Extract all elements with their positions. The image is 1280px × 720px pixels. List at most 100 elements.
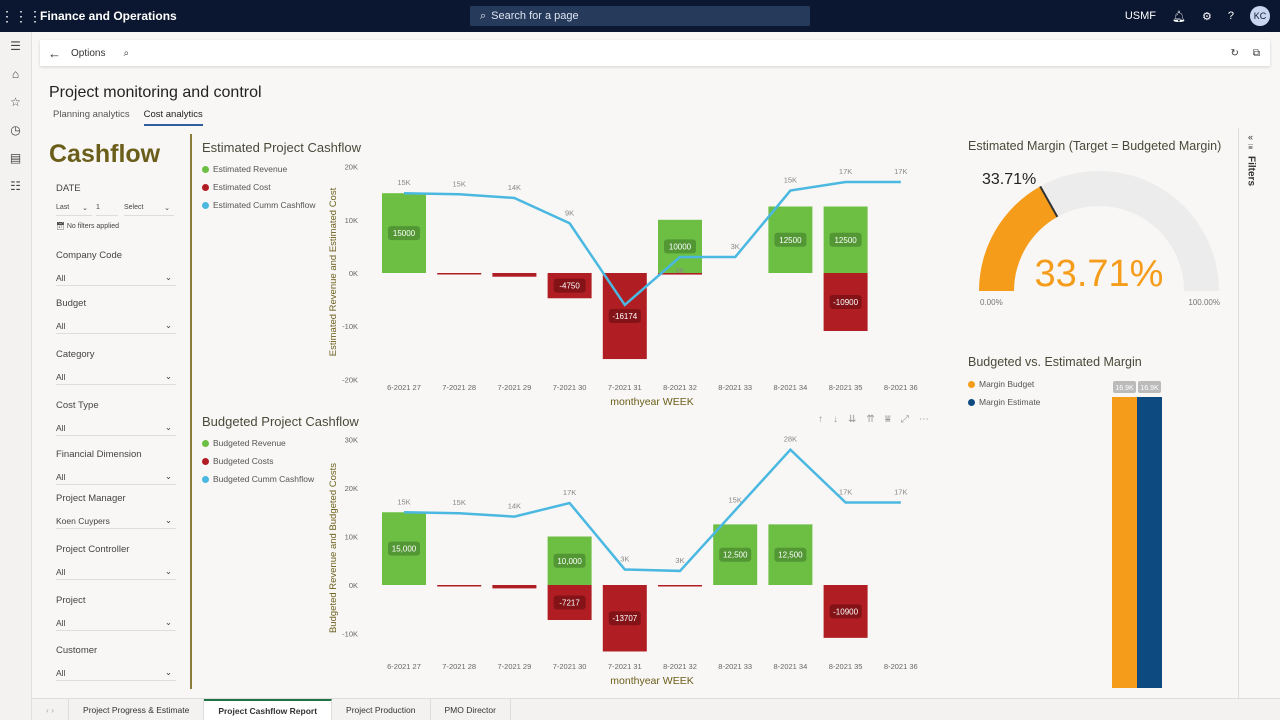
legend-item[interactable]: Margin Estimate — [968, 393, 1040, 411]
x-tick-label: 6-2021 27 — [387, 662, 421, 671]
bar — [823, 206, 868, 273]
report-heading: Cashflow — [49, 140, 161, 168]
filter-dropdown[interactable]: All ⌄ — [56, 615, 176, 631]
margin-chart-title: Budgeted vs. Estimated Margin — [968, 355, 1142, 369]
gauge-value: 33.71% — [1035, 253, 1164, 295]
bar — [823, 273, 868, 331]
filter-label: Category — [56, 349, 95, 360]
settings-icon[interactable]: ⚙ — [1202, 10, 1212, 23]
chart-title: Estimated Project Cashflow — [202, 140, 361, 155]
margin-bar — [1112, 397, 1137, 688]
tab-cost-analytics[interactable]: Cost analytics — [143, 109, 203, 126]
drill-up-icon[interactable]: ↑ — [818, 414, 823, 425]
date-mode-dropdown[interactable]: Last ⌄ — [56, 200, 92, 216]
page-title: Project monitoring and control — [49, 84, 262, 101]
menu-icon[interactable]: ☰ — [10, 39, 21, 53]
filter-dropdown[interactable]: All ⌄ — [56, 665, 176, 681]
gauge-max-label: 100.00% — [1188, 298, 1220, 307]
app-launcher-icon[interactable]: ⋮⋮⋮ — [0, 7, 42, 24]
search-icon[interactable]: ⌕ — [123, 47, 130, 59]
line-data-label: 3K — [620, 554, 629, 563]
y-tick-label: 10K — [345, 216, 358, 225]
clock-icon[interactable]: ◷ — [10, 123, 21, 137]
data-label: 15,000 — [392, 545, 417, 554]
filter-label: Project Manager — [56, 493, 126, 504]
bar — [382, 193, 426, 273]
filter-dropdown[interactable]: Koen Cuypers ⌄ — [56, 513, 176, 529]
company-selector[interactable]: USMF — [1124, 10, 1157, 22]
page-tab[interactable]: Project Cashflow Report — [204, 699, 333, 720]
star-icon[interactable]: ☆ — [10, 95, 21, 109]
date-unit-dropdown[interactable]: Select ⌄ — [124, 200, 174, 216]
open-new-window-icon[interactable]: ⧉ — [1252, 47, 1260, 59]
legend-item[interactable]: Budgeted Revenue — [202, 434, 314, 452]
back-icon[interactable]: ← — [48, 45, 61, 61]
data-label-bg — [1113, 381, 1136, 393]
legend-item[interactable]: Margin Budget — [968, 375, 1040, 393]
x-tick-label: 7-2021 31 — [608, 662, 642, 671]
focus-mode-icon[interactable]: ⤢ — [900, 414, 909, 425]
page-tab[interactable]: Project Progress & Estimate — [69, 699, 205, 720]
filter-dropdown[interactable]: All ⌄ — [56, 469, 176, 485]
page-tab[interactable]: Project Production — [332, 699, 431, 720]
help-icon[interactable]: ? — [1227, 10, 1234, 22]
tab-scroll-left[interactable]: ‹ › — [32, 699, 70, 720]
y-tick-label: 10K — [345, 533, 358, 542]
x-tick-label: 7-2021 30 — [553, 662, 587, 671]
filter-dropdown[interactable]: All ⌄ — [56, 318, 176, 334]
data-label-bg — [829, 604, 862, 619]
legend-item[interactable]: Estimated Revenue — [202, 160, 316, 178]
filter-dropdown[interactable]: All ⌄ — [56, 369, 176, 385]
chevron-down-icon: ⌄ — [164, 320, 172, 330]
tab-planning-analytics[interactable]: Planning analytics — [53, 109, 130, 120]
data-label-bg — [774, 547, 807, 562]
x-tick-label: 8-2021 34 — [774, 662, 808, 671]
app-title: Finance and Operations — [40, 9, 177, 23]
list-icon[interactable]: ☷ — [10, 179, 21, 193]
data-label: 15000 — [393, 229, 416, 238]
home-icon[interactable]: ⌂ — [11, 67, 20, 81]
bar — [437, 585, 482, 587]
legend-item[interactable]: Estimated Cumm Cashflow — [202, 196, 316, 214]
bar — [382, 512, 426, 585]
bar — [713, 524, 758, 585]
notifications-icon[interactable]: 🔔︎ — [1172, 10, 1186, 23]
chevron-down-icon: ⌄ — [164, 617, 172, 627]
chevron-down-icon: ⌄ — [164, 471, 172, 481]
filter-dropdown[interactable]: All ⌄ — [56, 420, 176, 436]
x-axis-title: monthyear WEEK — [610, 396, 693, 408]
action-bar: ← Options ⌕ ↻ ⧉ — [40, 40, 1270, 66]
workspace-icon[interactable]: ▤ — [9, 151, 22, 165]
x-tick-label: 8-2021 34 — [774, 383, 808, 392]
legend: Estimated Revenue Estimated Cost Estimat… — [202, 160, 316, 214]
filter-icon[interactable]: ⩸ — [884, 414, 891, 425]
report-page-tabs: ‹ › Project Progress & Estimate Project … — [32, 698, 1280, 720]
divider — [190, 134, 192, 689]
avatar[interactable]: KC — [1250, 6, 1270, 26]
collapse-icon[interactable]: « — [1247, 132, 1253, 142]
no-filters-text: 📅︎ No filters applied — [56, 223, 119, 230]
more-options-icon[interactable]: ⋯ — [918, 414, 929, 425]
drill-down-icon[interactable]: ↓ — [833, 414, 838, 425]
filter-dropdown[interactable]: All ⌄ — [56, 270, 176, 286]
legend-item[interactable]: Budgeted Costs — [202, 452, 314, 470]
bar — [823, 585, 868, 638]
x-tick-label: 7-2021 29 — [498, 662, 532, 671]
filter-label: Financial Dimension — [56, 449, 142, 460]
legend-item[interactable]: Estimated Cost — [202, 178, 316, 196]
x-tick-label: 8-2021 32 — [663, 383, 697, 392]
page-tab[interactable]: PMO Director — [431, 699, 511, 720]
line-data-label: 17K — [839, 488, 852, 497]
expand-icon[interactable]: ⇈ — [866, 414, 875, 425]
chevron-down-icon: ⌄ — [164, 515, 172, 525]
refresh-icon[interactable]: ↻ — [1230, 47, 1239, 59]
date-count-input[interactable]: 1 — [96, 200, 118, 216]
options-button[interactable]: Options — [71, 47, 106, 59]
legend-item[interactable]: Budgeted Cumm Cashflow — [202, 470, 314, 488]
filter-dropdown[interactable]: All ⌄ — [56, 564, 176, 580]
search-input[interactable]: ⌕ Search for a page — [470, 6, 810, 26]
bar — [547, 273, 592, 299]
expand-down-icon[interactable]: ⇊ — [848, 414, 857, 425]
filter-label: Company Code — [56, 250, 123, 261]
filters-pane[interactable]: « ⩸ Filters — [1238, 128, 1262, 698]
